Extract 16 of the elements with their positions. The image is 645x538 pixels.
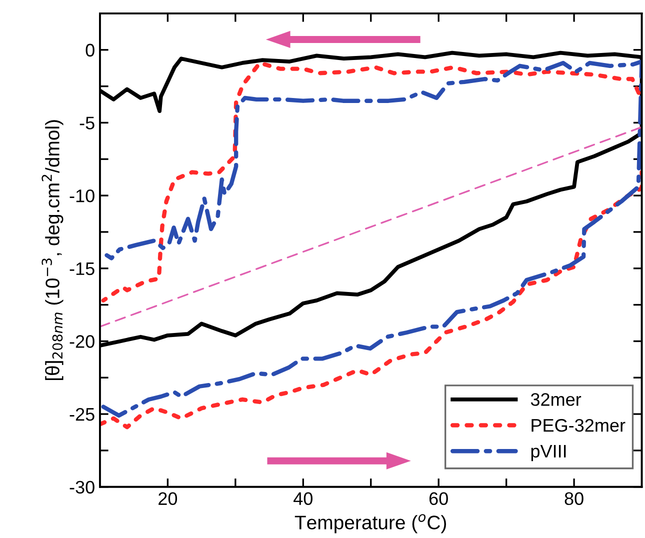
y-tick-label: -10 bbox=[70, 189, 94, 202]
y-tick-label: -15 bbox=[70, 262, 94, 276]
x-axis-title: Temperature ($^{o}$C) bbox=[294, 514, 446, 534]
y-tick-label: -5 bbox=[80, 116, 94, 130]
y-tick-label: -30 bbox=[70, 480, 94, 494]
y-tick-label: -20 bbox=[70, 335, 94, 348]
x-tick-label: 40 bbox=[294, 492, 312, 506]
x-tick-label: 60 bbox=[429, 492, 448, 506]
x-tick-label: 80 bbox=[564, 492, 584, 506]
y-tick-label: 0 bbox=[86, 44, 94, 57]
legend-label: PEG-32mer bbox=[532, 418, 626, 432]
legend-label: pVIII bbox=[531, 445, 566, 462]
y-tick-label: -25 bbox=[70, 408, 94, 421]
legend-label: 32mer bbox=[530, 393, 582, 406]
x-tick-label: 20 bbox=[158, 492, 178, 506]
y-axis-title: [θ]$_{208nm}$ (10$^{−3}$, deg.cm$^{2}$/dmol) bbox=[42, 120, 64, 380]
